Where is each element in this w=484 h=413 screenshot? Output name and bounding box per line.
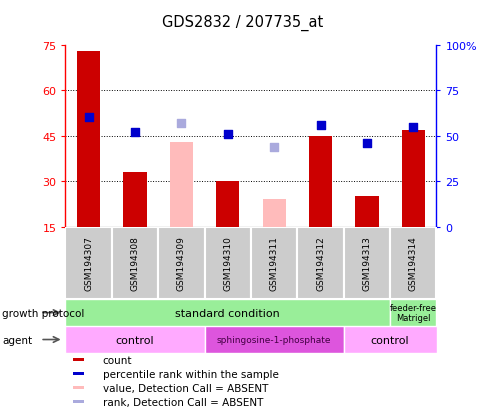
- Text: GSM194307: GSM194307: [84, 236, 93, 291]
- Text: agent: agent: [2, 335, 32, 345]
- Text: GSM194311: GSM194311: [269, 236, 278, 291]
- Bar: [65, 227, 112, 299]
- Bar: [73, 400, 84, 404]
- Point: [224, 131, 231, 138]
- Bar: [343, 227, 389, 299]
- Point: [316, 122, 324, 129]
- Bar: [262, 200, 285, 227]
- Text: control: control: [370, 335, 408, 345]
- Text: GSM194309: GSM194309: [177, 236, 185, 291]
- Bar: [73, 358, 84, 362]
- Point: [177, 120, 185, 127]
- Text: GSM194312: GSM194312: [316, 236, 324, 291]
- Bar: [389, 227, 436, 299]
- Bar: [389, 299, 436, 326]
- Bar: [112, 227, 158, 299]
- Bar: [216, 182, 239, 227]
- Text: value, Detection Call = ABSENT: value, Detection Call = ABSENT: [102, 383, 267, 393]
- Bar: [73, 373, 84, 375]
- Bar: [65, 299, 389, 326]
- Bar: [77, 52, 100, 227]
- Bar: [169, 142, 193, 227]
- Bar: [401, 130, 424, 227]
- Point: [408, 124, 416, 131]
- Bar: [204, 227, 251, 299]
- Text: sphingosine-1-phosphate: sphingosine-1-phosphate: [216, 335, 331, 344]
- Text: GDS2832 / 207735_at: GDS2832 / 207735_at: [162, 15, 322, 31]
- Bar: [297, 227, 343, 299]
- Point: [363, 140, 370, 147]
- Text: GSM194310: GSM194310: [223, 236, 232, 291]
- Text: percentile rank within the sample: percentile rank within the sample: [102, 369, 278, 379]
- Point: [270, 144, 277, 150]
- Bar: [308, 136, 332, 227]
- Point: [85, 115, 92, 121]
- Text: feeder-free
Matrigel: feeder-free Matrigel: [389, 303, 436, 323]
- Text: GSM194308: GSM194308: [130, 236, 139, 291]
- Bar: [355, 197, 378, 227]
- Text: growth protocol: growth protocol: [2, 308, 85, 318]
- Text: rank, Detection Call = ABSENT: rank, Detection Call = ABSENT: [102, 397, 262, 407]
- Bar: [251, 227, 297, 299]
- Text: count: count: [102, 355, 132, 365]
- Bar: [158, 227, 204, 299]
- Point: [131, 129, 138, 136]
- Bar: [73, 387, 84, 389]
- Text: control: control: [116, 335, 154, 345]
- Text: GSM194314: GSM194314: [408, 236, 417, 291]
- Text: standard condition: standard condition: [175, 308, 280, 318]
- Text: GSM194313: GSM194313: [362, 236, 371, 291]
- Bar: [123, 173, 146, 227]
- Bar: [204, 326, 343, 353]
- Bar: [343, 326, 436, 353]
- Bar: [65, 326, 204, 353]
